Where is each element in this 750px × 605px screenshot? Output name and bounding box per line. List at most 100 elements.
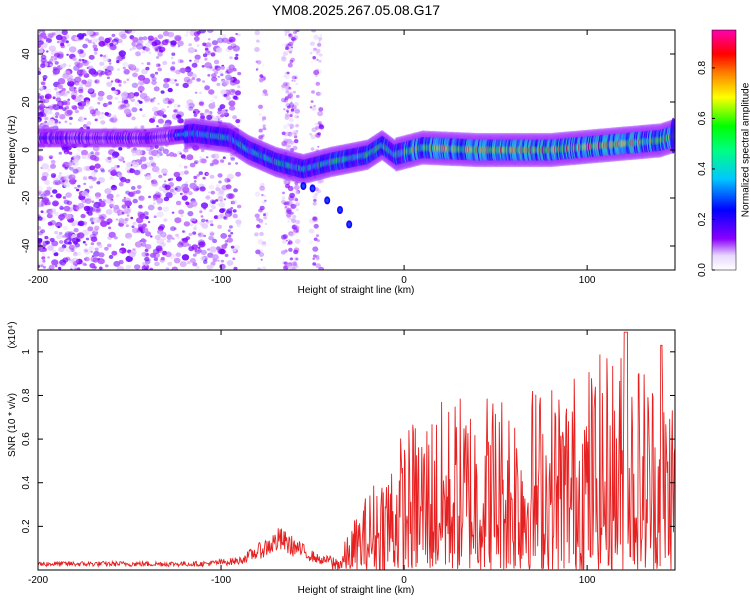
noise-speckle: [184, 166, 188, 169]
noise-speckle: [126, 211, 129, 213]
noise-speckle: [216, 47, 223, 53]
y-tick-label: 0.8: [21, 388, 32, 402]
noise-speckle: [294, 80, 296, 82]
noise-speckle: [162, 184, 168, 189]
noise-speckle: [153, 116, 156, 119]
noise-speckle: [52, 189, 57, 194]
noise-speckle: [62, 180, 65, 182]
noise-speckle: [316, 59, 318, 61]
noise-speckle: [49, 210, 55, 215]
noise-speckle: [126, 224, 129, 227]
noise-speckle: [57, 53, 64, 59]
noise-speckle: [82, 44, 88, 49]
noise-speckle: [204, 62, 211, 68]
noise-speckle: [44, 121, 47, 123]
noise-speckle: [209, 246, 216, 252]
noise-speckle: [108, 149, 115, 155]
noise-speckle: [141, 164, 148, 170]
noise-speckle: [261, 194, 264, 196]
noise-speckle: [285, 90, 289, 94]
noise-speckle: [118, 156, 122, 160]
noise-speckle: [294, 185, 300, 190]
noise-speckle: [233, 214, 238, 219]
noise-speckle: [198, 247, 201, 249]
noise-speckle: [220, 159, 224, 163]
noise-speckle: [51, 259, 58, 265]
noise-speckle: [164, 180, 166, 182]
noise-speckle: [73, 205, 76, 207]
noise-speckle: [147, 62, 151, 65]
noise-speckle: [145, 42, 151, 47]
noise-speckle: [72, 107, 75, 109]
noise-speckle: [285, 184, 290, 188]
noise-speckle: [159, 224, 165, 229]
noise-speckle: [69, 167, 73, 171]
noise-speckle: [95, 119, 98, 122]
noise-speckle: [318, 267, 324, 272]
noise-speckle: [293, 31, 297, 35]
noise-speckle: [261, 259, 263, 261]
noise-speckle: [192, 63, 198, 68]
noise-speckle: [287, 210, 292, 215]
noise-speckle: [235, 54, 238, 57]
noise-speckle: [41, 176, 47, 181]
noise-speckle: [283, 234, 289, 239]
noise-speckle: [135, 51, 141, 56]
noise-speckle: [263, 216, 267, 219]
noise-speckle: [72, 57, 77, 61]
noise-speckle: [318, 37, 322, 41]
noise-speckle: [231, 246, 235, 249]
noise-speckle: [158, 119, 164, 124]
noise-speckle: [65, 121, 68, 123]
noise-speckle: [77, 148, 82, 152]
noise-speckle: [90, 155, 97, 161]
noise-speckle: [162, 40, 169, 46]
noise-speckle: [176, 201, 181, 206]
noise-speckle: [310, 42, 315, 46]
noise-speckle: [189, 183, 196, 189]
noise-speckle: [315, 123, 318, 126]
noise-speckle: [105, 264, 109, 267]
noise-speckle: [59, 172, 62, 174]
noise-speckle: [256, 217, 260, 221]
noise-speckle: [55, 116, 58, 119]
noise-speckle: [89, 186, 93, 189]
noise-speckle: [151, 181, 158, 187]
noise-speckle: [196, 266, 200, 269]
noise-speckle: [59, 240, 64, 244]
noise-speckle: [172, 238, 175, 240]
noise-speckle: [258, 135, 263, 139]
noise-speckle: [41, 210, 44, 213]
noise-speckle: [49, 265, 55, 270]
noise-speckle: [62, 73, 69, 79]
noise-speckle: [174, 217, 181, 223]
noise-speckle: [77, 185, 80, 188]
noise-speckle: [98, 41, 105, 47]
noise-speckle: [60, 43, 64, 47]
noise-speckle: [289, 233, 294, 237]
noise-speckle: [230, 232, 233, 235]
noise-speckle: [192, 231, 196, 234]
noise-speckle: [219, 202, 225, 207]
noise-speckle: [89, 55, 95, 60]
noise-speckle: [137, 211, 141, 215]
noise-speckle: [120, 104, 127, 110]
noise-speckle: [119, 250, 123, 253]
noise-speckle: [197, 174, 200, 177]
noise-speckle: [287, 220, 289, 222]
noise-speckle: [87, 211, 92, 216]
noise-speckle: [174, 79, 177, 81]
noise-speckle: [91, 242, 95, 245]
noise-speckle: [94, 163, 100, 168]
noise-speckle: [45, 241, 50, 245]
noise-speckle: [217, 225, 222, 229]
noise-speckle: [87, 79, 92, 83]
noise-speckle: [68, 161, 72, 164]
noise-speckle: [78, 87, 83, 92]
noise-speckle: [87, 226, 93, 231]
noise-speckle: [317, 111, 323, 116]
noise-speckle: [111, 87, 115, 91]
noise-speckle: [293, 91, 296, 94]
noise-speckle: [232, 115, 237, 119]
noise-speckle: [294, 205, 297, 208]
